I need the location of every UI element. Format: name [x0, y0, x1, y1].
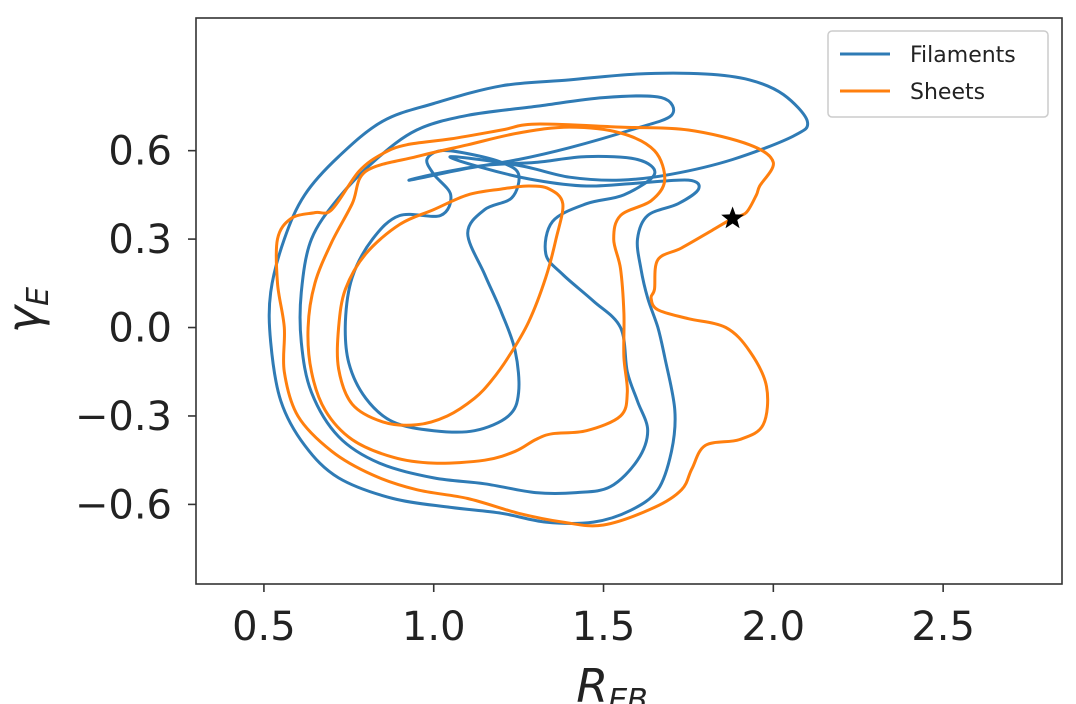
filaments-contour-1 [267, 71, 810, 525]
legend-label-filaments: Filaments [910, 43, 1016, 68]
x-tick-label: 2.5 [911, 604, 975, 650]
sheets-contour-2 [306, 125, 667, 465]
sheets-contour-3 [335, 184, 565, 427]
plot-frame [195, 17, 1063, 585]
legend: Filaments Sheets [827, 30, 1049, 118]
y-tick-label: 0.0 [108, 306, 172, 352]
y-ticks: 0.6 0.3 0.0 −0.3 −0.6 [75, 129, 196, 528]
y-axis-label: γE [0, 287, 56, 333]
x-ticks: 0.5 1.0 1.5 2.0 2.5 [232, 584, 975, 650]
x-tick-label: 2.0 [742, 604, 806, 650]
marker-layer [721, 206, 744, 229]
filaments-contour-2 [298, 94, 676, 496]
x-tick-label: 0.5 [232, 604, 296, 650]
y-tick-label: 0.6 [108, 129, 172, 175]
filaments-contour-3 [343, 148, 521, 434]
y-tick-label: −0.3 [75, 394, 172, 440]
star-marker [721, 206, 744, 229]
x-tick-label: 1.0 [402, 604, 466, 650]
legend-label-sheets: Sheets [910, 80, 985, 105]
sheets-contour-1 [274, 122, 775, 528]
x-axis-label: REB [576, 659, 648, 704]
series-layer [267, 71, 810, 528]
y-tick-label: −0.6 [75, 482, 172, 528]
y-tick-label: 0.3 [108, 217, 172, 263]
x-tick-label: 1.5 [572, 604, 636, 650]
